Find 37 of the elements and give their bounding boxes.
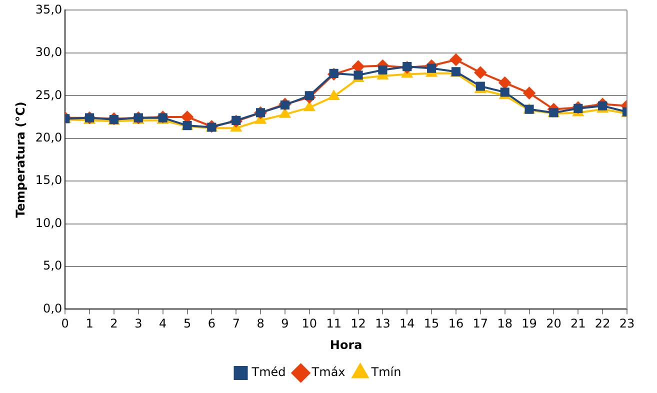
x-tick-label: 8 xyxy=(256,316,264,331)
x-tick-label: 22 xyxy=(594,316,610,331)
y-tick-label: 20,0 xyxy=(35,130,62,144)
x-tick-label: 14 xyxy=(399,316,415,331)
x-axis-title: Hora xyxy=(330,338,362,352)
x-tick-label: 9 xyxy=(281,316,289,331)
x-tick-label: 19 xyxy=(522,316,537,331)
x-tick-label: 12 xyxy=(350,316,366,331)
y-tick-label: 30,0 xyxy=(35,45,62,60)
x-tick-label: 10 xyxy=(302,316,318,331)
y-tick-label: 5,0 xyxy=(43,258,62,273)
y-tick-label: 0,0 xyxy=(43,301,62,316)
x-tick-label: 4 xyxy=(159,316,167,331)
x-tick-label: 11 xyxy=(326,316,342,331)
x-tick-label: 17 xyxy=(472,316,488,331)
legend-label: Tmáx xyxy=(310,365,346,380)
x-tick-label: 2 xyxy=(110,316,118,331)
x-tick-label: 21 xyxy=(570,316,586,331)
x-tick-label: 6 xyxy=(208,316,216,331)
y-tick-label: 10,0 xyxy=(35,216,62,230)
legend-label: Tmín xyxy=(370,365,402,380)
legend-label: Tméd xyxy=(250,365,286,380)
y-axis-title: Temperatura (°C) xyxy=(13,102,28,218)
y-tick-label: 25,0 xyxy=(35,88,62,102)
y-tick-label: 35,0 xyxy=(35,2,62,16)
x-tick-label: 18 xyxy=(497,316,512,331)
x-tick-label: 0 xyxy=(61,316,69,331)
x-tick-label: 16 xyxy=(448,316,464,331)
x-tick-label: 13 xyxy=(375,316,390,331)
x-tick-label: 3 xyxy=(134,316,142,331)
x-tick-label: 20 xyxy=(546,316,562,331)
x-tick-label: 23 xyxy=(619,316,635,331)
x-tick-label: 7 xyxy=(232,316,240,331)
y-tick-label: 15,0 xyxy=(35,173,62,188)
x-tick-label: 1 xyxy=(86,316,94,331)
x-tick-label: 5 xyxy=(183,316,192,331)
x-tick-label: 15 xyxy=(424,316,440,331)
